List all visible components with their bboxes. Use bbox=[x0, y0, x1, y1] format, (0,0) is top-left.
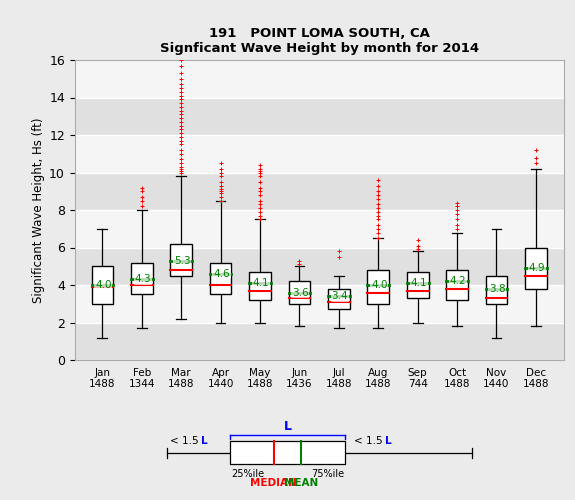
Bar bbox=[486, 276, 507, 303]
Bar bbox=[210, 262, 231, 294]
Title: 191   POINT LOMA SOUTH, CA
Signficant Wave Height by month for 2014: 191 POINT LOMA SOUTH, CA Signficant Wave… bbox=[160, 26, 478, 54]
Text: MEAN: MEAN bbox=[284, 478, 319, 488]
Text: 4.1: 4.1 bbox=[411, 278, 427, 288]
Bar bbox=[75, 210, 564, 248]
Bar bbox=[328, 289, 350, 310]
Text: 25%ile: 25%ile bbox=[231, 469, 264, 479]
Text: MEDIAN: MEDIAN bbox=[250, 478, 297, 488]
Text: 5.3: 5.3 bbox=[174, 256, 190, 266]
Bar bbox=[75, 98, 564, 135]
Bar bbox=[75, 135, 564, 172]
Text: < 1.5: < 1.5 bbox=[354, 436, 385, 446]
Text: < 1.5: < 1.5 bbox=[170, 436, 201, 446]
Text: 4.3: 4.3 bbox=[135, 274, 151, 284]
Text: 4.6: 4.6 bbox=[213, 269, 230, 279]
Y-axis label: Significant Wave Height, Hs (ft): Significant Wave Height, Hs (ft) bbox=[32, 117, 45, 302]
Text: L: L bbox=[201, 436, 208, 446]
Bar bbox=[289, 281, 310, 303]
Text: 4.1: 4.1 bbox=[252, 278, 269, 288]
Text: 3.4: 3.4 bbox=[331, 291, 348, 301]
Text: 3.8: 3.8 bbox=[489, 284, 506, 294]
Bar bbox=[170, 244, 192, 276]
Bar bbox=[75, 172, 564, 210]
Bar bbox=[525, 248, 547, 289]
Text: 4.9: 4.9 bbox=[528, 263, 545, 273]
Text: 75%ile: 75%ile bbox=[310, 469, 344, 479]
Bar bbox=[446, 270, 468, 300]
Bar bbox=[75, 60, 564, 98]
Bar bbox=[75, 322, 564, 360]
Bar bbox=[367, 270, 389, 304]
Text: 4.0: 4.0 bbox=[95, 280, 112, 290]
Text: L: L bbox=[385, 436, 392, 446]
Bar bbox=[75, 285, 564, 323]
Bar bbox=[75, 248, 564, 285]
Text: 4.0: 4.0 bbox=[371, 280, 388, 290]
Bar bbox=[249, 272, 271, 300]
Text: 4.2: 4.2 bbox=[450, 276, 466, 286]
Bar bbox=[91, 266, 113, 304]
Bar bbox=[407, 272, 428, 298]
Text: 3.6: 3.6 bbox=[292, 288, 309, 298]
Text: L: L bbox=[283, 420, 292, 432]
Bar bbox=[131, 262, 152, 294]
